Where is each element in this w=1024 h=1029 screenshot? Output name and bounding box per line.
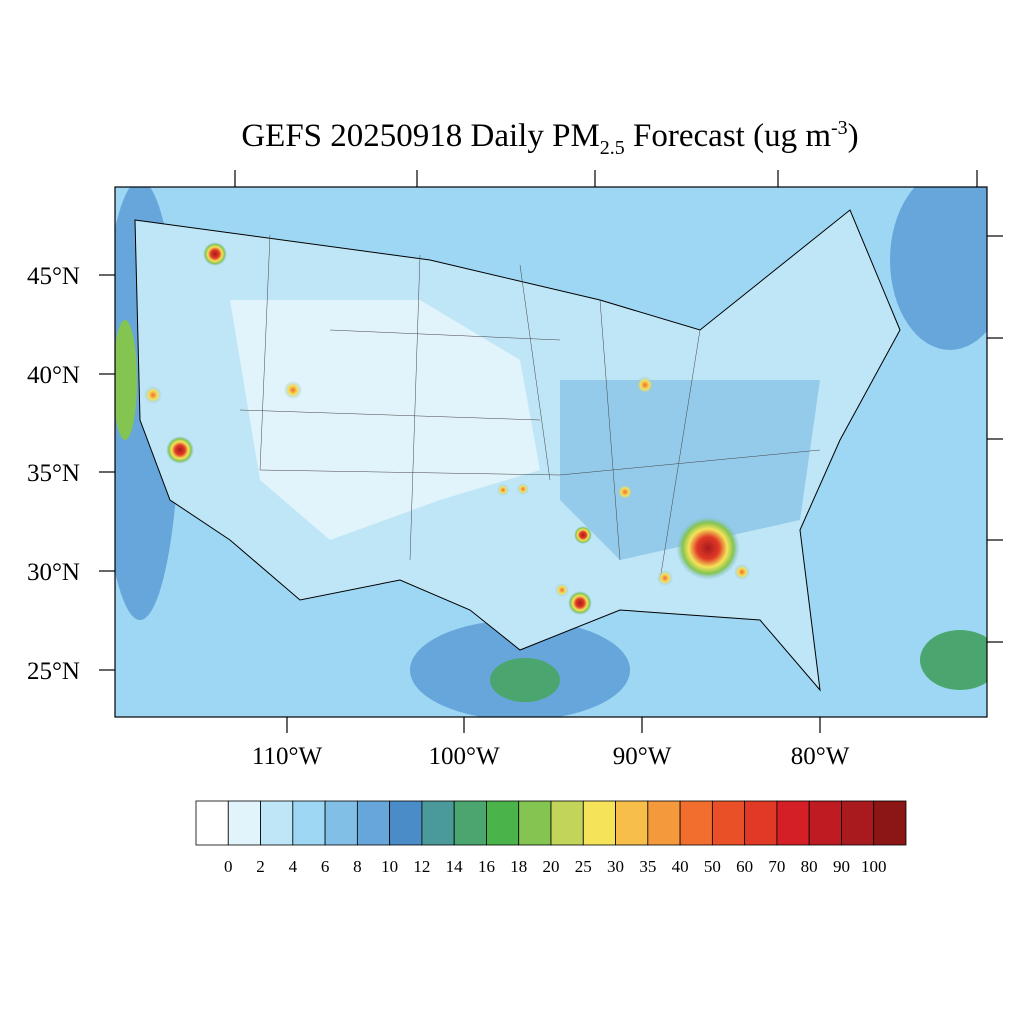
map-field (115, 187, 987, 717)
colorbar-label: 0 (224, 857, 233, 876)
colorbar-label: 2 (256, 857, 265, 876)
title-sup: -3 (831, 117, 848, 139)
lat-label: 35°N (27, 460, 80, 487)
colorbar-box (356, 800, 391, 846)
colorbar-label: 18 (510, 857, 527, 876)
colorbar-box (518, 800, 552, 846)
lat-label: 45°N (27, 263, 80, 290)
title: GEFS 20250918 Daily PM2.5 Forecast (ug m… (241, 117, 858, 159)
colorbar-box (841, 800, 875, 846)
title-middle: Forecast (ug m (625, 118, 832, 154)
lat-label: 40°N (27, 362, 80, 389)
colorbar-label: 20 (543, 857, 560, 876)
colorbar-label: 25 (575, 857, 592, 876)
colorbar-box (260, 800, 294, 846)
colorbar-box (808, 800, 842, 846)
colorbar-box (324, 800, 358, 846)
colorbar-label: 90 (833, 857, 850, 876)
colorbar-label: 14 (446, 857, 464, 876)
colorbar-box (582, 800, 616, 846)
colorbar-box (195, 800, 229, 846)
colorbar-box (711, 800, 746, 846)
colorbar-box (227, 800, 261, 846)
lon-label: 110°W (252, 743, 323, 770)
colorbar-label: 6 (321, 857, 330, 876)
colorbar-box (550, 800, 584, 846)
axis-ticks (99, 170, 1003, 733)
colorbar-label: 30 (607, 857, 624, 876)
colorbar-label: 35 (639, 857, 656, 876)
colorbar-label: 16 (478, 857, 495, 876)
colorbar-box (292, 800, 326, 846)
colorbar-label: 8 (353, 857, 362, 876)
colorbar-label: 100 (861, 857, 887, 876)
colorbar-label: 40 (672, 857, 689, 876)
colorbar-label: 50 (704, 857, 721, 876)
colorbar-label: 10 (381, 857, 398, 876)
colorbar-label: 12 (413, 857, 430, 876)
colorbar-box (421, 800, 455, 846)
colorbar-box (647, 800, 681, 846)
title-sub: 2.5 (600, 137, 625, 159)
colorbar-box (389, 800, 423, 846)
lat-label: 25°N (27, 658, 80, 685)
title-main: GEFS 20250918 Daily PM (241, 118, 599, 154)
colorbar-label: 80 (801, 857, 818, 876)
colorbar-box (453, 800, 487, 846)
colorbar-box (744, 800, 778, 846)
lat-label: 30°N (27, 559, 80, 586)
title-end: ) (848, 118, 859, 154)
colorbar-label: 70 (768, 857, 785, 876)
colorbar-box (486, 800, 520, 846)
lon-label: 90°W (613, 743, 672, 770)
colorbar-box (776, 800, 810, 846)
colorbar-label: 60 (736, 857, 753, 876)
colorbar-box (873, 800, 907, 846)
lon-label: 80°W (791, 743, 850, 770)
colorbar-box (615, 800, 649, 846)
map-frame (114, 186, 988, 718)
lon-label: 100°W (428, 743, 499, 770)
colorbar-box (679, 800, 713, 846)
colorbar-label: 4 (289, 857, 298, 876)
